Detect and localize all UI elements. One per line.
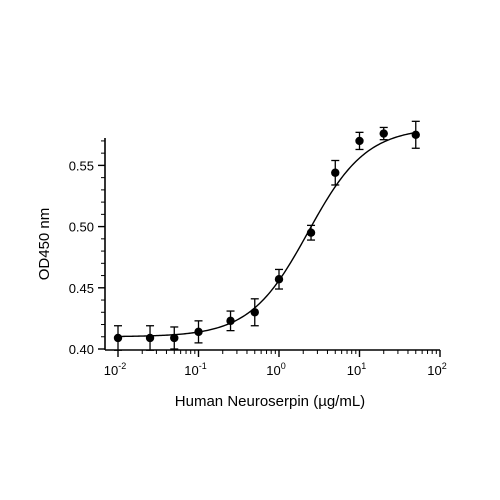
x-tick-label: 10-1 [184,361,206,378]
data-points [113,120,420,351]
data-point [170,326,179,350]
x-tick-label: 10-2 [104,361,126,378]
point-marker [379,129,388,138]
data-point [355,131,364,151]
point-marker [170,333,179,343]
point-marker [145,333,155,343]
point-marker [306,228,316,237]
x-tick-label: 102 [427,361,446,378]
data-point [331,159,340,186]
y-tick-label: 0.45 [69,281,94,296]
point-marker [250,308,259,317]
x-tick-label: 101 [347,361,366,378]
x-axis-title: Human Neuroserpin (µg/mL) [175,393,365,410]
data-point [411,120,420,149]
point-marker [194,327,203,337]
y-tick-label: 0.55 [69,158,94,173]
data-point [145,325,155,351]
data-point [226,310,235,332]
point-marker [411,130,420,139]
fit-curve [117,131,416,338]
point-marker [113,333,123,343]
data-point [379,126,388,141]
data-point [306,224,316,241]
point-marker [226,316,235,326]
x-tick-label: 100 [266,361,285,378]
point-marker [331,168,340,177]
data-point [250,298,259,327]
data-point [194,320,203,344]
point-marker [355,136,364,146]
x-axis-ticks: 10-2 10-1 100 101 102 [104,350,447,378]
y-tick-label: 0.40 [69,342,94,357]
axes [104,138,440,351]
point-marker [274,275,284,284]
y-axis-ticks: 0.40 0.45 0.50 0.55 [69,140,105,357]
data-point [274,268,284,290]
data-point [113,325,123,351]
y-axis-title: OD450 nm [36,208,53,281]
y-tick-label: 0.50 [69,220,94,235]
